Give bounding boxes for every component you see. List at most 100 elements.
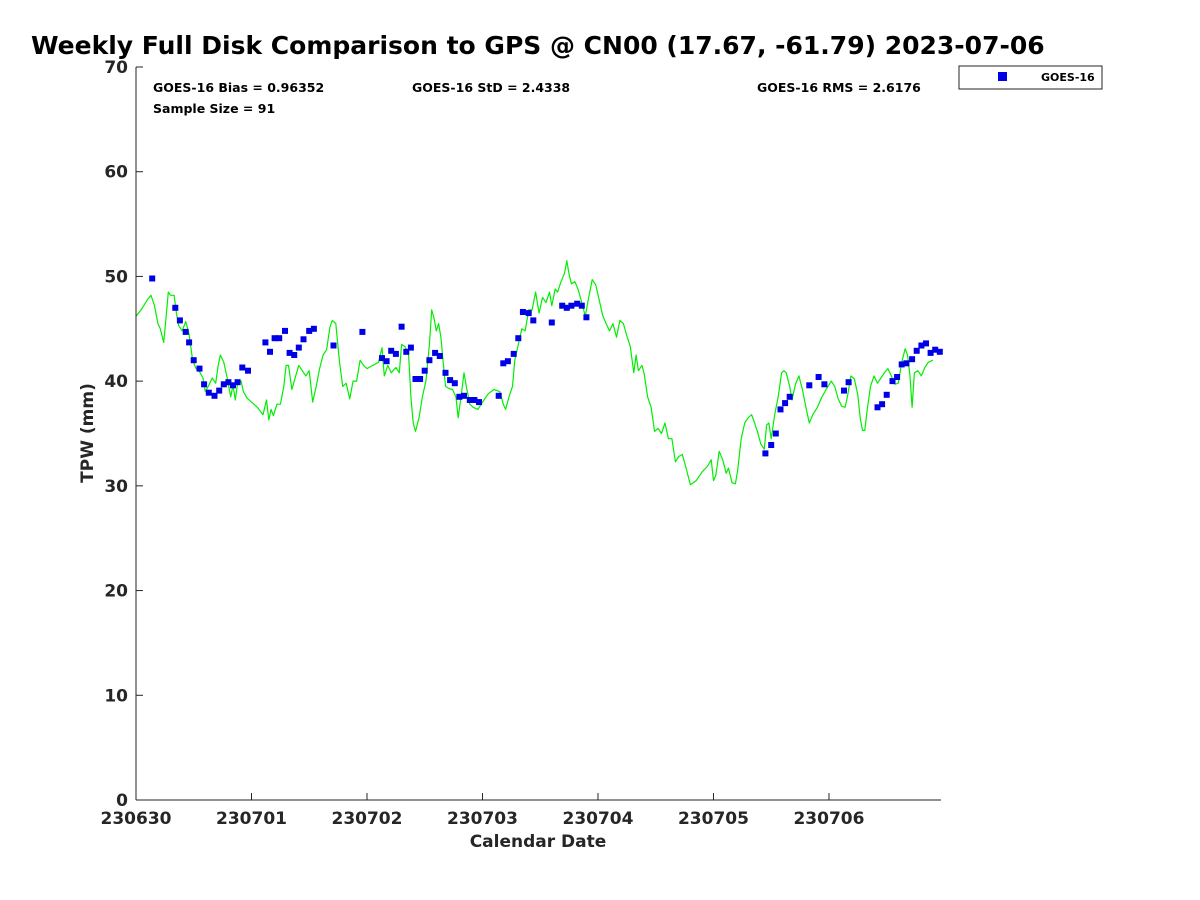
bias-stat: GOES-16 Bias = 0.96352 [153, 80, 324, 95]
goes16-data-point [201, 381, 208, 388]
goes16-data-point [574, 300, 581, 307]
goes16-data-point [563, 304, 570, 311]
goes16-data-point [271, 335, 278, 342]
goes16-data-point [918, 342, 925, 349]
y-tick-label: 20 [104, 582, 128, 602]
goes16-data-point [190, 357, 197, 364]
goes16-data-point [186, 339, 193, 346]
goes16-data-point [762, 450, 769, 457]
x-tick-label: 230704 [562, 809, 633, 829]
legend-label: GOES-16 [1041, 71, 1095, 84]
x-tick-label: 230703 [447, 809, 518, 829]
y-axis-ticks: 0 10 20 30 40 50 60 70 [104, 58, 143, 811]
sample-size-stat: Sample Size = 91 [153, 101, 275, 116]
goes16-data-point [286, 349, 293, 356]
goes16-data-point [182, 328, 189, 335]
goes16-data-point [392, 350, 399, 357]
plot-area [136, 67, 941, 800]
goes16-data-point [291, 352, 298, 358]
y-tick-label: 40 [104, 372, 128, 392]
goes16-data-point [262, 339, 269, 346]
goes16-data-point [874, 404, 881, 411]
goes16-data-point [216, 387, 223, 394]
legend-box [958, 65, 1103, 90]
goes16-data-point [913, 347, 920, 354]
goes16-data-point [530, 317, 537, 324]
goes16-data-point [927, 349, 934, 356]
goes16-data-point [403, 348, 410, 355]
legend: GOES-16 [958, 65, 1103, 90]
goes16-data-point [421, 367, 428, 374]
goes16-data-point [889, 378, 896, 385]
goes16-data-point [276, 335, 283, 342]
y-tick-label: 70 [104, 58, 128, 78]
y-tick-label: 30 [104, 477, 128, 497]
y-tick-label: 50 [104, 267, 128, 287]
goes16-data-point [883, 391, 890, 398]
x-axis-label: Calendar Date [470, 832, 607, 852]
goes16-data-point [786, 393, 793, 400]
goes16-data-point [578, 302, 585, 309]
goes16-data-point [806, 382, 813, 389]
chart-title: Weekly Full Disk Comparison to GPS @ CN0… [31, 31, 1045, 60]
goes16-data-point [932, 346, 939, 353]
goes16-data-point [379, 355, 385, 362]
goes16-data-point [461, 392, 467, 399]
goes16-data-point [821, 381, 828, 388]
y-axis-label: TPW (mm) [78, 383, 98, 483]
goes16-data-point [432, 349, 439, 356]
goes16-data-point [225, 379, 232, 386]
x-tick-label: 230702 [331, 809, 402, 829]
goes16-data-point [583, 314, 590, 321]
goes16-data-point [898, 361, 905, 368]
goes16-data-point [519, 309, 526, 315]
goes16-data-point [300, 336, 307, 343]
goes16-data-point [220, 381, 227, 388]
goes16-data-point [548, 319, 555, 326]
goes16-data-point [500, 360, 507, 367]
goes16-data-point [559, 302, 566, 309]
goes16-data-point [412, 376, 419, 382]
gps-line-path [135, 260, 934, 486]
goes16-data-point [239, 364, 246, 371]
goes16-data-point [306, 327, 313, 334]
x-tick-label: 230706 [793, 809, 864, 829]
goes16-data-point [388, 347, 395, 354]
goes16-data-point [417, 376, 424, 382]
goes16-data-point [245, 367, 251, 374]
goes16-data-point [282, 327, 288, 334]
goes16-data-point [295, 344, 302, 351]
goes16-data-point [841, 387, 847, 394]
goes16-data-point [426, 357, 433, 364]
goes16-data-point [782, 400, 789, 407]
goes16-data-point [451, 380, 458, 387]
goes16-data-point [909, 356, 916, 363]
goes16-data-point [176, 317, 183, 324]
goes16-data-point [515, 335, 522, 342]
goes16-data-point [456, 393, 463, 400]
x-tick-label: 230705 [678, 809, 749, 829]
rms-stat: GOES-16 RMS = 2.6176 [757, 80, 921, 95]
x-tick-label: 230630 [101, 809, 172, 829]
y-tick-label: 0 [116, 791, 128, 811]
goes16-data-point [442, 369, 449, 376]
goes16-data-point [772, 430, 779, 437]
legend-marker-icon [998, 72, 1007, 81]
goes16-data-point [196, 365, 203, 372]
goes16-data-point [383, 358, 390, 365]
goes16-data-point [330, 342, 337, 349]
goes16-data-point [768, 442, 775, 448]
goes16-data-point [234, 379, 241, 386]
goes16-data-point [510, 350, 517, 357]
goes16-data-point [149, 275, 156, 282]
goes16-data-point [525, 310, 532, 317]
goes16-data-point [407, 344, 414, 351]
goes16-data-point [815, 374, 822, 380]
goes16-data-point [879, 401, 886, 408]
std-stat: GOES-16 StD = 2.4338 [412, 80, 570, 95]
y-tick-label: 10 [104, 686, 128, 706]
goes16-data-point [903, 360, 910, 367]
goes16-data-point [436, 353, 443, 359]
goes16-data-point [471, 397, 478, 403]
